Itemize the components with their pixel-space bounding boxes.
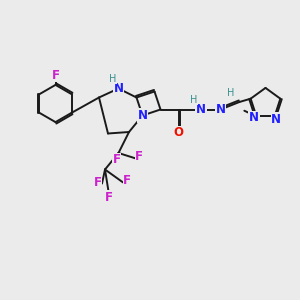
Text: N: N xyxy=(271,112,281,126)
Text: H: H xyxy=(110,74,117,84)
Text: H: H xyxy=(227,88,235,98)
Text: F: F xyxy=(105,191,112,204)
Text: N: N xyxy=(113,82,124,95)
Text: F: F xyxy=(112,153,120,167)
Text: O: O xyxy=(173,126,184,140)
Text: N: N xyxy=(249,111,259,124)
Text: N: N xyxy=(196,103,206,116)
Text: F: F xyxy=(123,174,131,188)
Text: N: N xyxy=(137,109,148,122)
Text: N: N xyxy=(215,103,226,116)
Text: F: F xyxy=(52,69,59,82)
Text: F: F xyxy=(135,150,143,164)
Text: F: F xyxy=(94,176,102,189)
Text: H: H xyxy=(190,95,197,105)
